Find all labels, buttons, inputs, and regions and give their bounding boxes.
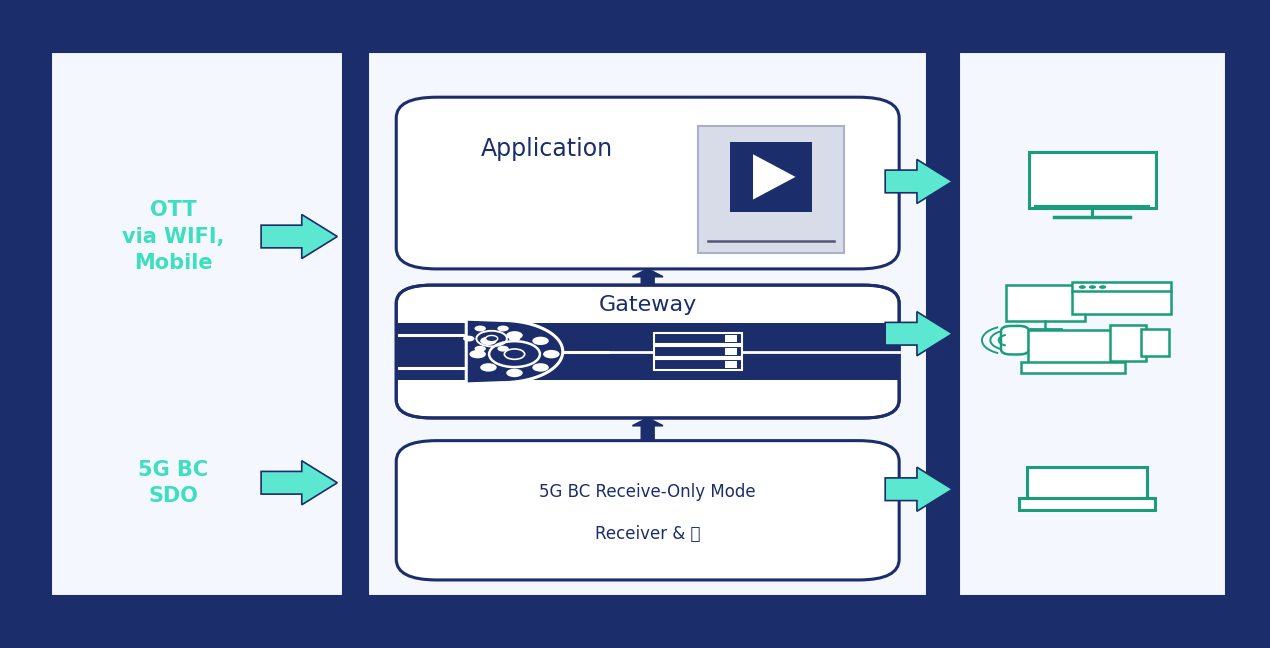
- FancyArrow shape: [885, 159, 952, 203]
- FancyBboxPatch shape: [396, 323, 899, 380]
- Text: Receiver & ⧖: Receiver & ⧖: [594, 525, 701, 543]
- FancyBboxPatch shape: [368, 52, 927, 596]
- Circle shape: [1088, 285, 1096, 289]
- FancyBboxPatch shape: [725, 348, 738, 356]
- Text: Application: Application: [481, 137, 613, 161]
- Circle shape: [498, 325, 509, 331]
- Circle shape: [480, 364, 497, 372]
- Circle shape: [509, 336, 521, 341]
- FancyBboxPatch shape: [1072, 282, 1171, 314]
- Circle shape: [504, 349, 525, 359]
- FancyArrow shape: [885, 467, 952, 511]
- FancyBboxPatch shape: [698, 126, 845, 253]
- Circle shape: [507, 369, 523, 377]
- FancyBboxPatch shape: [1006, 285, 1085, 321]
- FancyBboxPatch shape: [654, 334, 743, 344]
- FancyBboxPatch shape: [959, 52, 1226, 596]
- FancyBboxPatch shape: [396, 441, 899, 580]
- FancyBboxPatch shape: [654, 359, 743, 369]
- Circle shape: [475, 346, 486, 352]
- FancyBboxPatch shape: [1140, 329, 1168, 356]
- Circle shape: [1078, 285, 1086, 289]
- FancyBboxPatch shape: [1029, 152, 1156, 207]
- FancyBboxPatch shape: [1027, 330, 1119, 363]
- FancyBboxPatch shape: [725, 335, 738, 343]
- FancyArrow shape: [262, 214, 338, 259]
- FancyArrow shape: [262, 461, 338, 505]
- Circle shape: [470, 350, 486, 358]
- FancyBboxPatch shape: [654, 346, 743, 357]
- FancyBboxPatch shape: [725, 360, 738, 368]
- FancyBboxPatch shape: [730, 141, 812, 213]
- FancyBboxPatch shape: [396, 97, 899, 269]
- FancyArrow shape: [632, 269, 663, 284]
- Circle shape: [475, 325, 486, 331]
- Circle shape: [544, 350, 560, 358]
- Circle shape: [464, 336, 475, 341]
- FancyBboxPatch shape: [1019, 498, 1154, 510]
- Circle shape: [532, 336, 549, 345]
- FancyBboxPatch shape: [1001, 326, 1029, 354]
- FancyBboxPatch shape: [1021, 362, 1125, 373]
- Text: Gateway: Gateway: [598, 295, 697, 314]
- FancyArrow shape: [885, 312, 952, 356]
- Circle shape: [498, 346, 509, 352]
- Text: OTT
via WIFI,
Mobile: OTT via WIFI, Mobile: [122, 200, 225, 273]
- Circle shape: [485, 336, 498, 341]
- FancyBboxPatch shape: [51, 52, 343, 596]
- FancyBboxPatch shape: [1026, 467, 1147, 501]
- Circle shape: [507, 331, 523, 340]
- Circle shape: [532, 364, 549, 372]
- FancyBboxPatch shape: [1110, 325, 1146, 361]
- FancyBboxPatch shape: [396, 285, 899, 418]
- Text: 5G BC Receive-Only Mode: 5G BC Receive-Only Mode: [540, 483, 756, 501]
- Circle shape: [480, 336, 497, 345]
- FancyArrow shape: [632, 418, 663, 440]
- Polygon shape: [753, 154, 795, 200]
- Text: 5G BC
SDO: 5G BC SDO: [138, 459, 208, 506]
- Circle shape: [1099, 285, 1106, 289]
- Polygon shape: [466, 319, 563, 384]
